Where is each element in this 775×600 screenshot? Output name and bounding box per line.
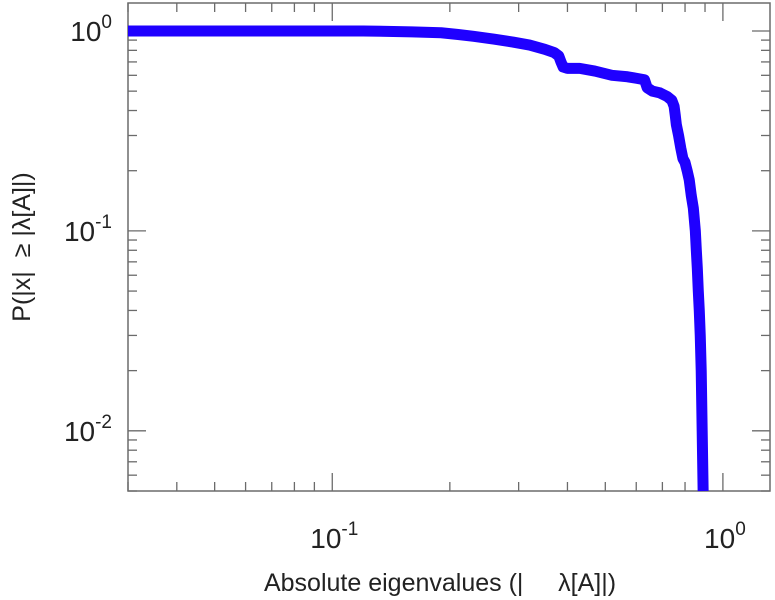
y-tick-label: 10-1 [64,212,112,247]
x-tick-label: 100 [704,519,746,554]
y-tick-label: 10-2 [64,412,112,447]
x-tick-label: 10-1 [310,519,358,554]
tick-labels: 10-1 100 10-2 10-1 100 [64,12,746,554]
y-tick-label: 100 [70,12,112,47]
series-line-0 [128,25,709,492]
y-axis-label: P(|x| ≥ |λ[A]|) [8,172,36,321]
series-layer [128,25,709,492]
axis-ticks [127,3,770,492]
x-axis-label: Absolute eigenvalues (| λ[A]|) [264,569,616,597]
plot-frame [127,2,771,492]
